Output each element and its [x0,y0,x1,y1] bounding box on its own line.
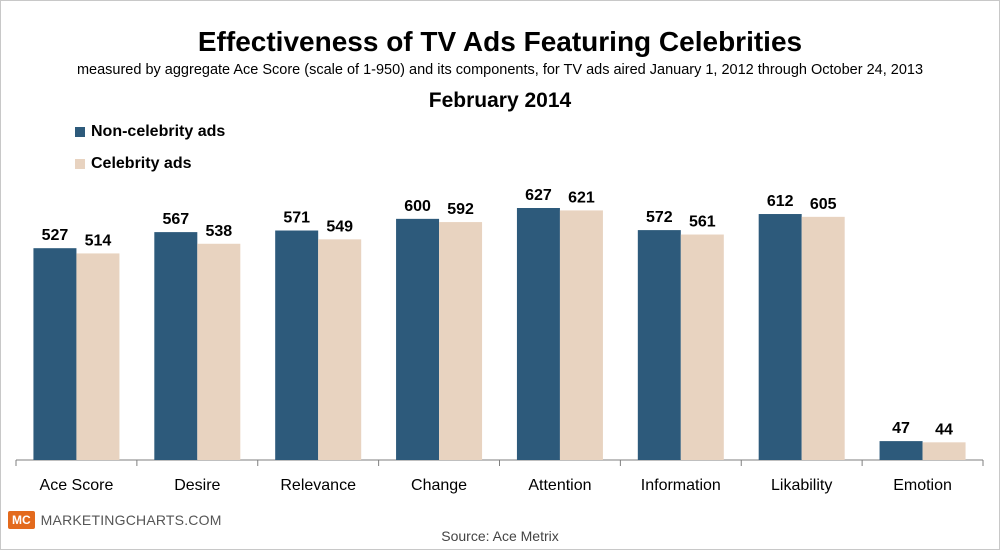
category-label: Emotion [893,477,952,494]
data-label: 561 [689,214,716,231]
data-label: 627 [525,187,552,204]
legend-swatch-celebrity [75,159,85,169]
bar-celebrity-likability [801,216,845,460]
category-label: Attention [528,477,591,494]
data-label: 572 [646,209,673,226]
data-label: 514 [85,232,112,249]
bar-celebrity-change [439,222,483,460]
data-label: 605 [810,196,837,213]
data-label: 538 [205,223,232,240]
bar-celebrity-desire [197,243,241,460]
bar-celebrity-emotion [922,442,966,460]
bar-celebrity-relevance [318,239,362,460]
legend-label-celebrity: Celebrity ads [91,155,192,172]
legend-label-non-celebrity: Non-celebrity ads [91,123,226,140]
category-label: Ace Score [40,477,114,494]
brand-name: MARKETINGCHARTS.COM [40,512,222,528]
data-label: 612 [767,193,794,210]
legend-swatch-non-celebrity [75,127,85,137]
brand-logo-badge: MC [8,511,35,529]
bar-chart: 527 514 Ace Score 567 538 Desire 571 549 Relevan… [15,187,984,494]
category-label: Desire [174,477,220,494]
bar-non-celebrity-attention [516,208,560,460]
category-label: Information [641,477,721,494]
bar-non-celebrity-ace-score [33,248,77,460]
legend-item-non-celebrity: Non-celebrity ads [75,122,225,142]
chart-subtitle: measured by aggregate Ace Score (scale o… [76,62,924,78]
bar-non-celebrity-change [396,218,440,460]
data-label: 600 [404,198,431,215]
bar-non-celebrity-relevance [275,230,319,460]
data-label: 549 [326,218,353,235]
bar-celebrity-attention [559,210,603,460]
chart-date-label: February 2014 [428,89,572,112]
data-label: 571 [283,210,310,227]
data-label: 621 [568,189,595,206]
brand-footer: MC MARKETINGCHARTS.COM [8,510,222,530]
bar-non-celebrity-emotion [879,441,923,460]
category-label: Relevance [280,477,356,494]
data-label: 47 [892,420,910,437]
legend-item-celebrity: Celebrity ads [75,154,191,174]
category-label: Change [411,477,467,494]
data-label: 567 [162,211,189,228]
data-label: 44 [935,421,953,438]
bar-celebrity-information [680,234,724,460]
category-label: Likability [771,477,832,494]
data-label: 527 [42,227,69,244]
data-label: 592 [447,201,474,218]
bar-celebrity-ace-score [76,253,120,460]
bar-non-celebrity-information [637,230,681,460]
bar-non-celebrity-desire [154,232,198,460]
chart-title: Effectiveness of TV Ads Featuring Celebr… [197,26,803,57]
bar-non-celebrity-likability [758,214,802,460]
source-note: Source: Ace Metrix [441,528,559,544]
